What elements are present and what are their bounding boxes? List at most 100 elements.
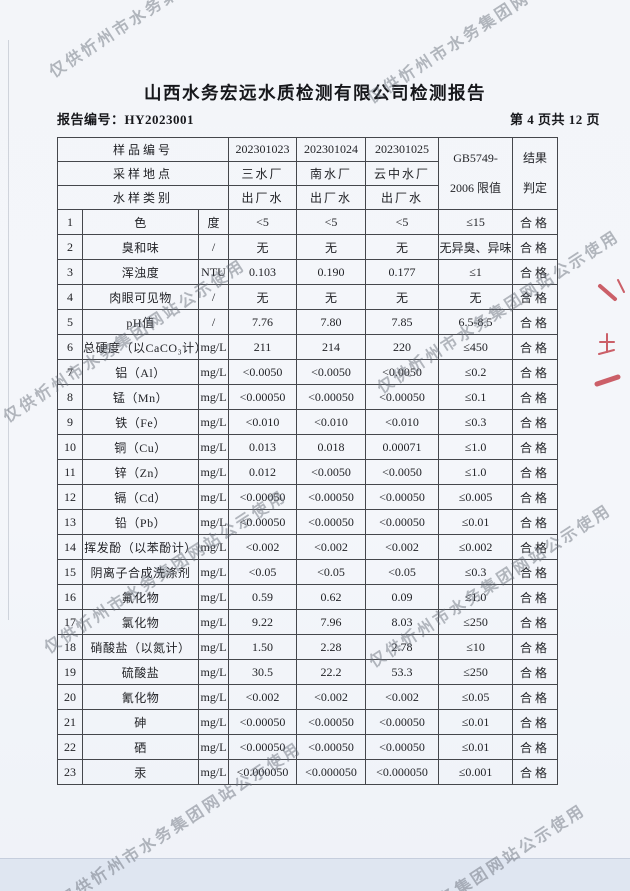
parameter-name-cell: 硝酸盐（以氮计） — [82, 634, 199, 660]
unit-cell: mg/L — [197, 459, 230, 485]
table-row: 18 硝酸盐（以氮计） mg/L 1.50 2.28 2.78 ≤10 合格 — [57, 634, 559, 660]
water-type-cell: 出厂水 — [296, 185, 367, 210]
sample1-value-cell: <0.002 — [228, 684, 298, 710]
scan-edge-shadow — [8, 40, 9, 620]
sample1-value-cell: 9.22 — [228, 609, 298, 635]
row-number-cell: 7 — [57, 359, 83, 385]
sample2-value-cell: <0.0050 — [296, 459, 367, 485]
sample2-value-cell: 7.96 — [296, 609, 367, 635]
result-cell: 合格 — [512, 259, 559, 285]
unit-cell: 度 — [197, 209, 230, 235]
sample3-value-cell: 0.177 — [365, 259, 440, 285]
parameter-name-cell: 臭和味 — [82, 234, 199, 260]
sample2-value-cell: <0.002 — [296, 534, 367, 560]
sample1-value-cell: 无 — [228, 234, 298, 260]
table-row: 22 硒 mg/L <0.00050 <0.00050 <0.00050 ≤0.… — [57, 734, 559, 760]
sample1-value-cell: 30.5 — [228, 659, 298, 685]
limit-cell: ≤0.3 — [438, 409, 514, 435]
parameter-name-cell: 锌（Zn） — [82, 459, 199, 485]
sample3-value-cell: 0.00071 — [365, 434, 440, 460]
sample3-value-cell: 无 — [365, 284, 440, 310]
table-row: 20 氰化物 mg/L <0.002 <0.002 <0.002 ≤0.05 合… — [57, 684, 559, 710]
result-cell: 合格 — [512, 234, 559, 260]
sample3-value-cell: <5 — [365, 209, 440, 235]
results-table-body: 1 色 度 <5 <5 <5 ≤15 合格 2 臭和味 / 无 无 无 无异臭、… — [57, 209, 559, 785]
water-type-cell: 出厂水 — [228, 185, 298, 210]
sample3-value-cell: <0.002 — [365, 684, 440, 710]
sample2-value-cell: 22.2 — [296, 659, 367, 685]
result-cell: 合格 — [512, 659, 559, 685]
sample2-value-cell: <0.00050 — [296, 709, 367, 735]
row-number-cell: 20 — [57, 684, 83, 710]
table-row: 3 浑浊度 NTU 0.103 0.190 0.177 ≤1 合格 — [57, 259, 559, 285]
unit-cell: mg/L — [197, 359, 230, 385]
limit-cell: ≤250 — [438, 609, 514, 635]
report-number: 报告编号：HY2023001 — [57, 112, 195, 127]
sample3-value-cell: <0.00050 — [365, 709, 440, 735]
result-cell: 合格 — [512, 384, 559, 410]
sample2-value-cell: <0.000050 — [296, 759, 367, 785]
result-cell: 合格 — [512, 609, 559, 635]
sample1-value-cell: <0.00050 — [228, 509, 298, 535]
parameter-name-cell: 铅（Pb） — [82, 509, 199, 535]
table-row: 15 阴离子合成洗涤剂 mg/L <0.05 <0.05 <0.05 ≤0.3 … — [57, 559, 559, 585]
limit-header-line1: GB5749- — [453, 151, 498, 166]
parameter-name-cell: 肉眼可见物 — [82, 284, 199, 310]
parameter-name-cell: 铁（Fe） — [82, 409, 199, 435]
sample2-value-cell: 7.80 — [296, 309, 367, 335]
report-meta-row: 报告编号：HY2023001 第 4 页共 12 页 — [57, 109, 600, 128]
limit-cell: ≤0.3 — [438, 559, 514, 585]
limit-cell: ≤0.01 — [438, 734, 514, 760]
table-row: 13 铅（Pb） mg/L <0.00050 <0.00050 <0.00050… — [57, 509, 559, 535]
watermark-text: 仅供忻州市水务集团网站公示使用 — [43, 0, 295, 82]
result-cell: 合格 — [512, 359, 559, 385]
result-header-cell: 结果 判定 — [512, 137, 559, 210]
parameter-name-cell: 铜（Cu） — [82, 434, 199, 460]
row-number-cell: 19 — [57, 659, 83, 685]
result-header-line2: 判定 — [523, 180, 548, 195]
limit-cell: 无 — [438, 284, 514, 310]
unit-cell: mg/L — [197, 634, 230, 660]
parameter-name-cell: 挥发酚（以苯酚计） — [82, 534, 199, 560]
sample2-value-cell: <5 — [296, 209, 367, 235]
unit-cell: mg/L — [197, 384, 230, 410]
sample3-value-cell: 8.03 — [365, 609, 440, 635]
parameter-name-cell: 总硬度（以CaCO₃计） — [82, 334, 199, 360]
limit-cell: ≤10 — [438, 634, 514, 660]
limit-cell: ≤0.01 — [438, 509, 514, 535]
sample2-value-cell: <0.05 — [296, 559, 367, 585]
sample1-value-cell: <0.010 — [228, 409, 298, 435]
report-title: 山西水务宏远水质检测有限公司检测报告 — [144, 83, 486, 103]
sample3-value-cell: 0.09 — [365, 584, 440, 610]
limit-cell: ≤450 — [438, 334, 514, 360]
sample3-value-cell: <0.000050 — [365, 759, 440, 785]
row-number-cell: 14 — [57, 534, 83, 560]
parameter-name-cell: 铝（Al） — [82, 359, 199, 385]
sample2-value-cell: <0.010 — [296, 409, 367, 435]
limit-cell: 无异臭、异味 — [438, 234, 514, 260]
limit-cell: ≤0.002 — [438, 534, 514, 560]
unit-cell: mg/L — [197, 684, 230, 710]
sample2-value-cell: <0.00050 — [296, 484, 367, 510]
parameter-name-cell: 氟化物 — [82, 584, 199, 610]
unit-cell: mg/L — [197, 659, 230, 685]
unit-cell: mg/L — [197, 434, 230, 460]
sample1-value-cell: <0.00050 — [228, 484, 298, 510]
sample2-value-cell: <0.0050 — [296, 359, 367, 385]
sample3-value-cell: 2.78 — [365, 634, 440, 660]
sample1-value-cell: <5 — [228, 209, 298, 235]
result-cell: 合格 — [512, 309, 559, 335]
sample1-value-cell: <0.002 — [228, 534, 298, 560]
limit-cell: ≤1.0 — [438, 434, 514, 460]
row-number-cell: 15 — [57, 559, 83, 585]
sample3-value-cell: <0.00050 — [365, 734, 440, 760]
table-row: 2 臭和味 / 无 无 无 无异臭、异味 合格 — [57, 234, 559, 260]
sample3-value-cell: <0.00050 — [365, 509, 440, 535]
result-cell: 合格 — [512, 409, 559, 435]
row-number-cell: 1 — [57, 209, 83, 235]
unit-cell: / — [197, 284, 230, 310]
sample1-value-cell: 0.59 — [228, 584, 298, 610]
sample-no-label-cell: 样品编号 — [56, 137, 230, 162]
sample1-value-cell: 7.76 — [228, 309, 298, 335]
sample2-value-cell: 2.28 — [296, 634, 367, 660]
